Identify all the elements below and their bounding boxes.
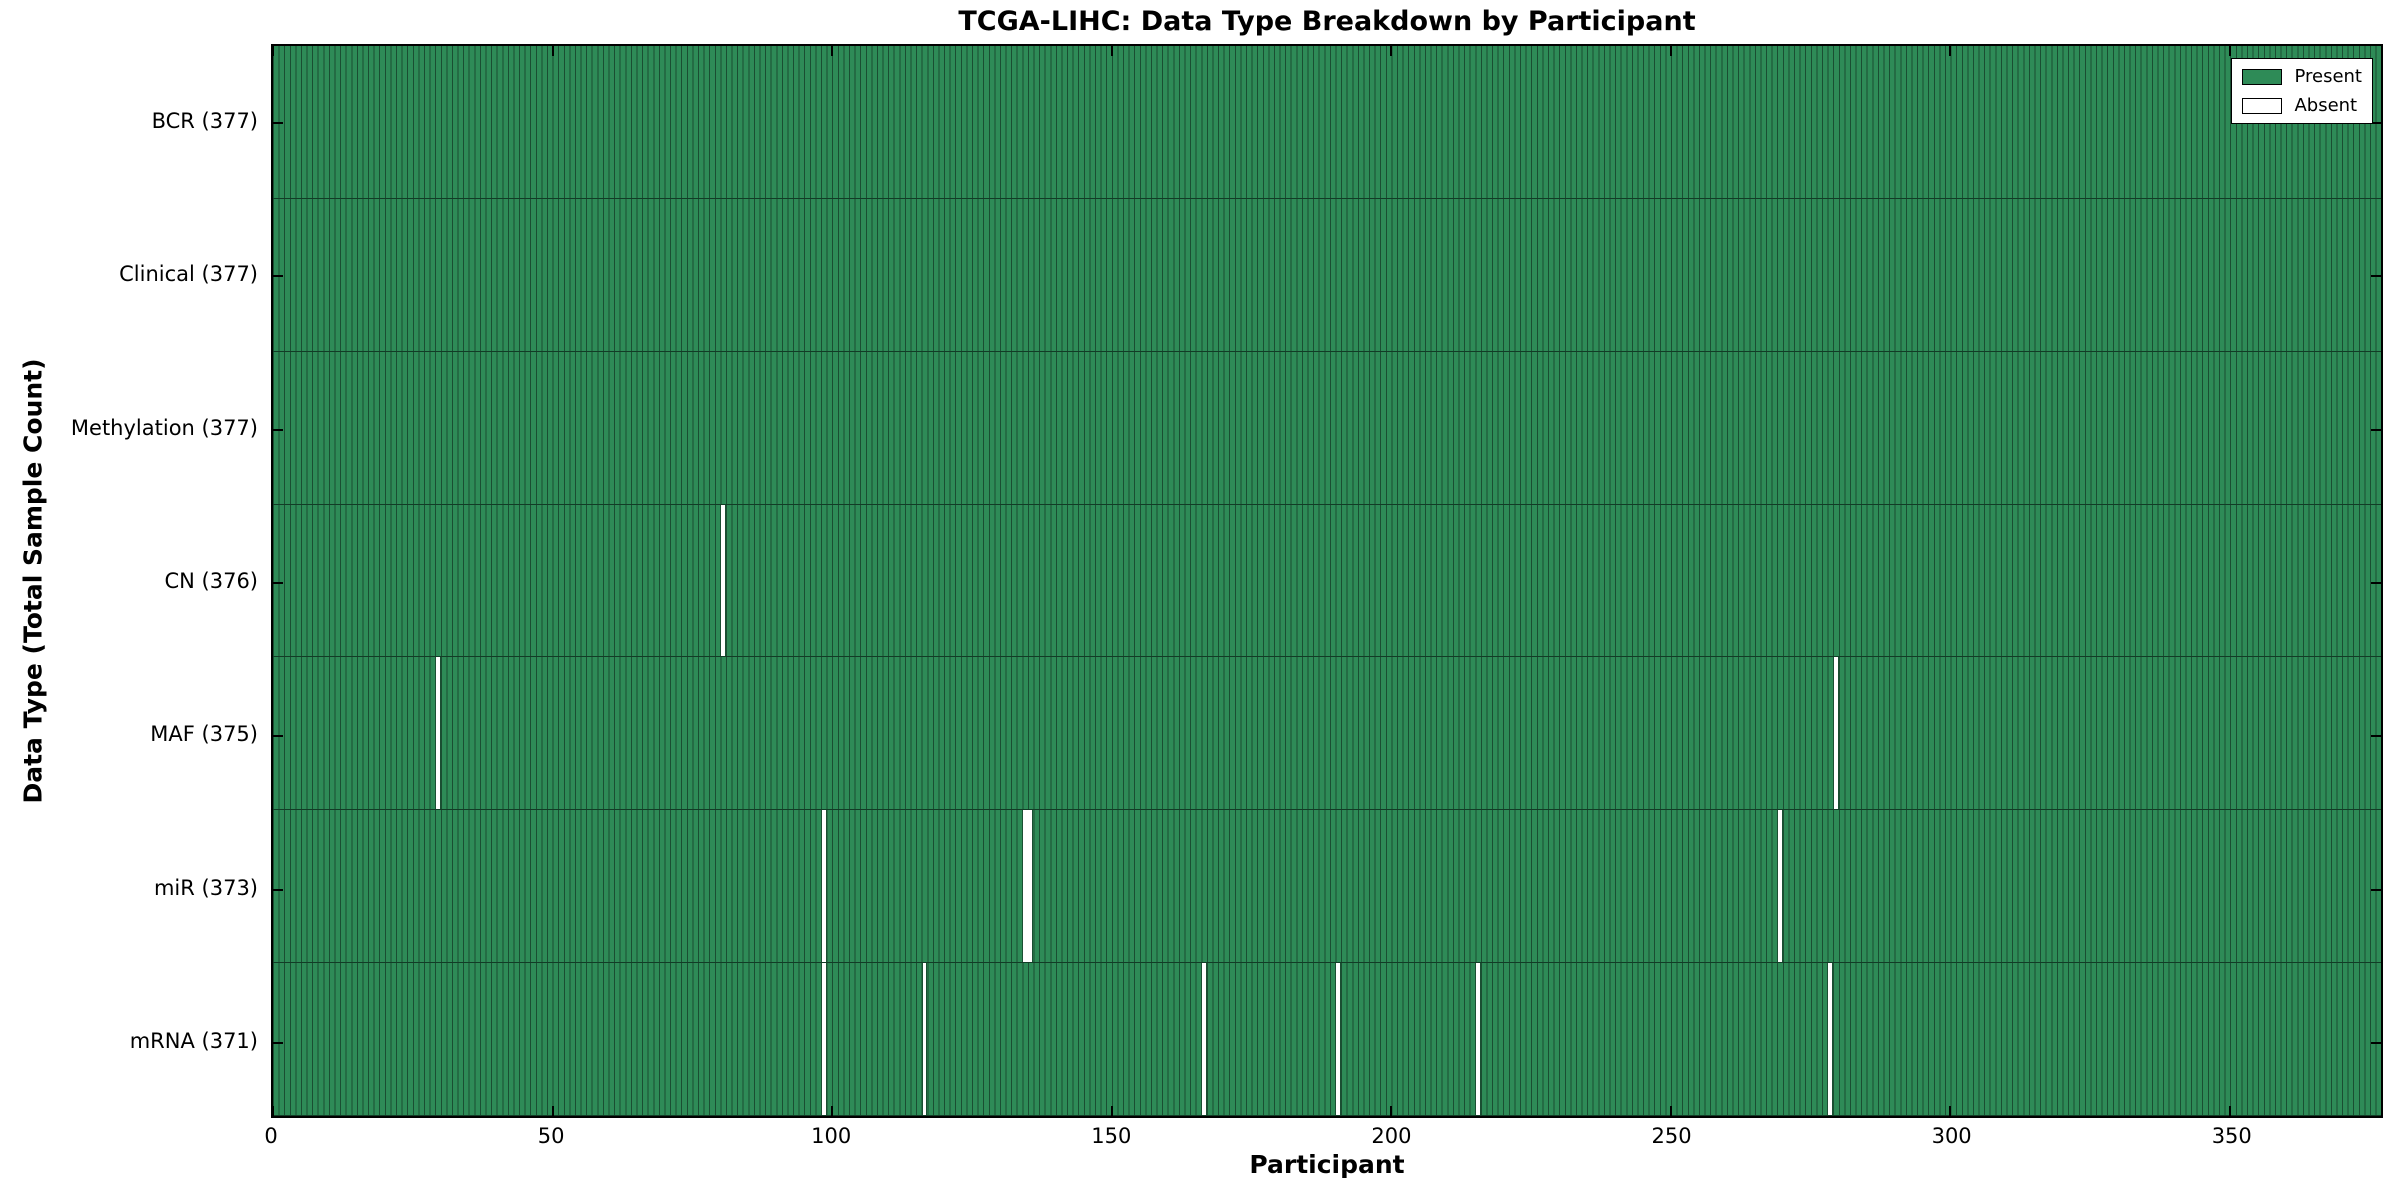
y-tick-mark-CN (273, 582, 283, 584)
x-tick-mark-0 (272, 46, 274, 56)
x-tick-label-300: 300 (1931, 1124, 1972, 1148)
y-tick-mark-Clinical (273, 275, 283, 278)
x-tick-label-200: 200 (1371, 1124, 1412, 1148)
legend-label-absent: Absent (2294, 95, 2358, 116)
chart-title: TCGA-LIHC: Data Type Breakdown by Partic… (958, 6, 1696, 37)
present-swatch (2242, 68, 2283, 85)
y-tick-mark-miR (273, 888, 283, 891)
legend-label-present: Present (2294, 66, 2362, 87)
x-tick-label-350: 350 (2211, 1124, 2252, 1148)
y-tick-mark-CN (2371, 582, 2381, 584)
row-miR (273, 810, 2381, 964)
x-tick-mark-100 (831, 46, 834, 56)
y-tick-label-CN: CN (376) (164, 569, 258, 593)
y-tick-label-mRNA: mRNA (371) (129, 1029, 258, 1054)
legend: Present Absent (2231, 58, 2373, 124)
row-BCR (273, 46, 2381, 199)
legend-item-absent: Absent (2242, 95, 2362, 116)
x-tick-mark-300 (1949, 46, 1952, 56)
x-tick-mark-150 (1110, 46, 1113, 56)
x-tick-mark-350 (2229, 46, 2232, 56)
x-tick-mark-250 (1669, 46, 1672, 56)
x-tick-mark-250 (1669, 1106, 1672, 1116)
absent-bar-mRNA-98 (820, 963, 827, 1116)
y-tick-mark-MAF (273, 735, 283, 738)
x-tick-mark-200 (1390, 1106, 1393, 1116)
y-tick-mark-BCR (273, 121, 283, 124)
absent-bar-mRNA-166 (1201, 963, 1207, 1116)
x-tick-label-100: 100 (811, 1124, 852, 1148)
x-tick-mark-150 (1110, 1106, 1113, 1116)
legend-item-present: Present (2242, 66, 2362, 87)
row-MAF (273, 657, 2381, 811)
x-tick-label-0: 0 (264, 1124, 278, 1148)
y-tick-label-miR: miR (373) (153, 875, 258, 900)
absent-bar-CN-80 (720, 504, 726, 657)
y-tick-mark-mRNA (2371, 1042, 2381, 1045)
absent-bar-MAF-29 (435, 657, 441, 810)
x-tick-mark-100 (831, 1106, 834, 1116)
row-Clinical (273, 198, 2381, 352)
absent-bar-miR-269 (1777, 810, 1783, 963)
y-tick-mark-BCR (2371, 121, 2381, 124)
absent-bar-MAF-279 (1833, 657, 1839, 810)
row-CN (273, 504, 2381, 658)
absent-bar-miR-98 (820, 810, 827, 963)
y-tick-mark-Methylation (273, 428, 283, 431)
y-tick-label-Clinical: Clinical (377) (119, 262, 258, 287)
x-tick-label-250: 250 (1651, 1124, 1692, 1148)
x-tick-label-50: 50 (537, 1124, 565, 1148)
x-axis-label: Participant (1249, 1150, 1405, 1179)
absent-bar-mRNA-190 (1335, 963, 1341, 1116)
absent-bar-mRNA-215 (1475, 963, 1481, 1116)
y-tick-mark-MAF (2371, 735, 2381, 738)
absent-bar-mRNA-278 (1827, 963, 1834, 1116)
x-tick-mark-200 (1390, 46, 1393, 56)
y-tick-mark-mRNA (273, 1042, 283, 1045)
x-tick-mark-50 (551, 46, 554, 56)
y-tick-mark-miR (2371, 888, 2381, 891)
plot-area: Present Absent (271, 44, 2383, 1118)
y-tick-mark-Clinical (2371, 275, 2381, 278)
x-tick-mark-350 (2229, 1106, 2232, 1116)
row-mRNA (273, 963, 2381, 1117)
y-tick-label-Methylation: Methylation (377) (70, 415, 258, 440)
absent-bar-miR-134 (1022, 810, 1034, 963)
y-tick-label-MAF: MAF (375) (150, 722, 258, 747)
absent-bar-mRNA-116 (921, 963, 928, 1116)
x-tick-mark-0 (272, 1106, 274, 1116)
y-tick-label-BCR: BCR (377) (151, 108, 258, 133)
y-tick-mark-Methylation (2371, 428, 2381, 431)
x-tick-label-150: 150 (1091, 1124, 1132, 1148)
row-Methylation (273, 351, 2381, 505)
x-tick-mark-50 (551, 1106, 554, 1116)
x-tick-mark-300 (1949, 1106, 1952, 1116)
absent-swatch (2242, 97, 2283, 114)
